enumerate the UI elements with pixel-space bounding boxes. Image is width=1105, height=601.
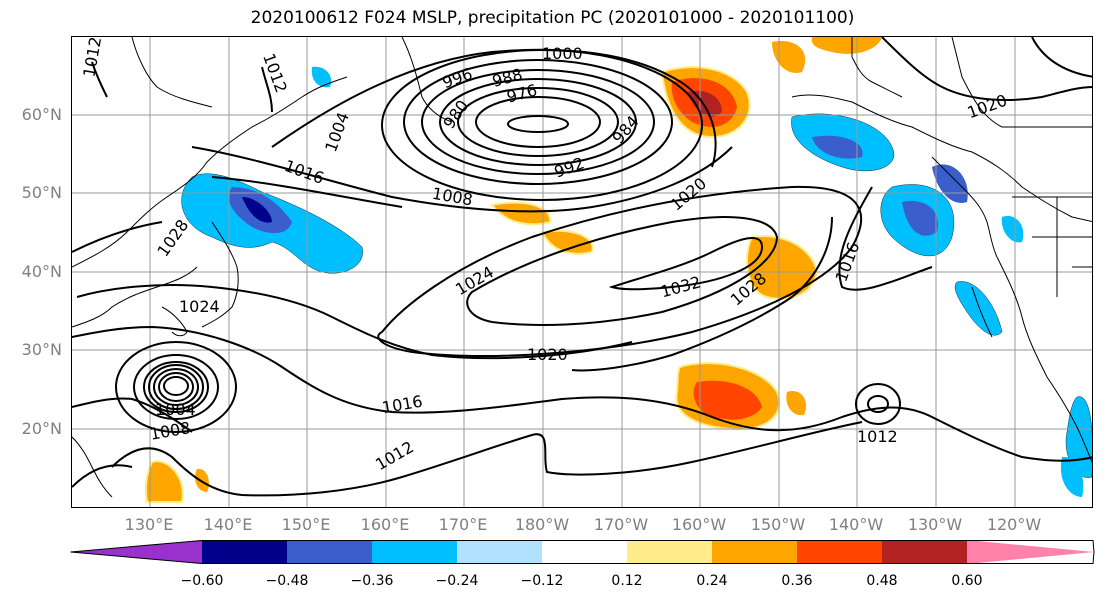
colorbar-tick: −0.36: [350, 573, 394, 589]
colorbar-bin: [712, 540, 797, 564]
isobar-label: 1004: [321, 110, 353, 155]
colorbar-svg: [70, 540, 1095, 564]
isobar-label: 992: [552, 153, 587, 181]
map-panel: 1012 1012 1000 996 988 976 980 984 992 1…: [71, 36, 1093, 508]
colorbar-bin: [202, 540, 287, 564]
colorbar-tick: 0.48: [866, 573, 898, 589]
isobar-label: 1020: [527, 345, 568, 364]
isobar-label: 1008: [431, 184, 474, 210]
isobar-label: 1016: [832, 240, 864, 285]
isobar-label: 980: [439, 96, 472, 132]
lon-label-140e: 140°E: [203, 515, 253, 534]
lat-label-50n: 50°N: [21, 183, 62, 202]
colorbar-extend-high: [967, 540, 1094, 564]
mslp-isobars: [72, 37, 1092, 497]
colorbar-tick: −0.48: [265, 573, 309, 589]
lon-label-170w: 170°W: [593, 515, 649, 534]
lat-label-30n: 30°N: [21, 340, 62, 359]
isobar-label: 1004: [155, 400, 196, 419]
lon-label-120w: 120°W: [986, 515, 1042, 534]
lon-label-150e: 150°E: [281, 515, 331, 534]
isobar-label: 1024: [179, 297, 220, 316]
lon-label-180w: 180°W: [514, 515, 570, 534]
coastlines: [72, 37, 1092, 498]
lat-label-60n: 60°N: [21, 105, 62, 124]
colorbar-bin: [372, 540, 457, 564]
isobar-label: 1012: [79, 37, 105, 79]
colorbar: [70, 540, 1096, 568]
lon-label-160e: 160°E: [360, 515, 410, 534]
colorbar-bin: [627, 540, 712, 564]
map-svg: 1012 1012 1000 996 988 976 980 984 992 1…: [72, 37, 1092, 507]
isobar-label: 1016: [282, 156, 327, 188]
isobar-label: 1032: [659, 272, 703, 301]
lat-label-40n: 40°N: [21, 262, 62, 281]
colorbar-tick: −0.24: [435, 573, 479, 589]
isobar-label: 996: [440, 64, 475, 92]
colorbar-tick: 0.24: [696, 573, 728, 589]
isobar-label: 1000: [542, 44, 583, 63]
colorbar-tick: −0.60: [180, 573, 224, 589]
isobar-label: 1020: [667, 174, 710, 215]
isobar-label: 1008: [149, 418, 192, 444]
colorbar-bin: [542, 540, 627, 564]
isobar-label: 1024: [452, 262, 497, 299]
colorbar-extend-low: [70, 540, 202, 564]
lon-label-140w: 140°W: [828, 515, 884, 534]
isobar-label: 1012: [857, 427, 898, 446]
colorbar-tick: −0.12: [520, 573, 564, 589]
lat-label-20n: 20°N: [21, 419, 62, 438]
colorbar-bin: [287, 540, 372, 564]
colorbar-tick: 0.36: [781, 573, 813, 589]
colorbar-tick: 0.60: [951, 573, 983, 589]
colorbar-tick: 0.12: [611, 573, 643, 589]
colorbar-bin: [882, 540, 967, 564]
lon-label-160w: 160°W: [671, 515, 727, 534]
colorbar-bin: [457, 540, 542, 564]
precip-negative-shading: [181, 66, 1092, 497]
isobar-label: 984: [609, 112, 643, 148]
colorbar-bin: [797, 540, 882, 564]
lon-label-170e: 170°E: [438, 515, 488, 534]
map-title: 2020100612 F024 MSLP, precipitation PC (…: [250, 8, 855, 28]
lon-label-130w: 130°W: [907, 515, 963, 534]
lon-label-130e: 130°E: [124, 515, 174, 534]
isobar-label: 1012: [372, 437, 417, 474]
lon-label-150w: 150°W: [750, 515, 806, 534]
graticule: [72, 37, 1092, 507]
